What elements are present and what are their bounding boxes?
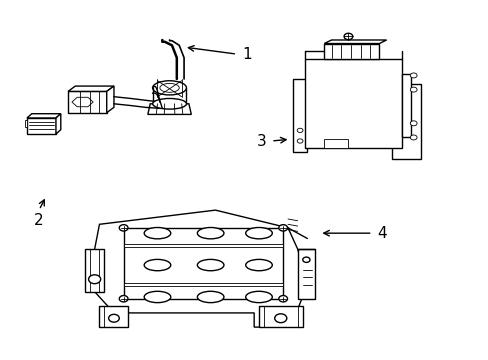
Ellipse shape (197, 291, 224, 303)
Text: 2: 2 (34, 213, 44, 228)
Polygon shape (68, 86, 114, 91)
Polygon shape (297, 249, 314, 299)
Ellipse shape (245, 228, 272, 239)
Ellipse shape (409, 135, 416, 140)
Ellipse shape (409, 87, 416, 92)
Ellipse shape (245, 260, 272, 271)
Ellipse shape (297, 128, 303, 132)
Ellipse shape (302, 257, 309, 262)
Polygon shape (391, 84, 420, 159)
Ellipse shape (119, 296, 128, 302)
Text: 4: 4 (377, 226, 386, 241)
Polygon shape (27, 118, 56, 134)
Ellipse shape (144, 228, 170, 239)
Polygon shape (324, 139, 348, 148)
Polygon shape (123, 283, 283, 286)
Ellipse shape (144, 260, 170, 271)
Ellipse shape (160, 84, 179, 92)
Ellipse shape (278, 225, 287, 231)
Polygon shape (99, 306, 128, 327)
Ellipse shape (278, 296, 287, 302)
Polygon shape (147, 104, 191, 114)
Polygon shape (68, 91, 106, 113)
Polygon shape (24, 120, 27, 127)
Ellipse shape (152, 99, 186, 109)
Polygon shape (85, 249, 104, 292)
Text: 3: 3 (256, 134, 266, 149)
Ellipse shape (409, 73, 416, 78)
Ellipse shape (297, 139, 303, 143)
Polygon shape (72, 97, 93, 107)
Ellipse shape (197, 228, 224, 239)
Ellipse shape (274, 314, 286, 323)
Polygon shape (95, 210, 307, 327)
Ellipse shape (197, 260, 224, 271)
Ellipse shape (344, 33, 352, 40)
Polygon shape (123, 228, 283, 299)
Polygon shape (401, 74, 410, 138)
Polygon shape (123, 244, 283, 247)
Polygon shape (56, 114, 61, 134)
Ellipse shape (88, 275, 101, 284)
Ellipse shape (245, 291, 272, 303)
Polygon shape (324, 40, 386, 44)
Polygon shape (324, 44, 379, 59)
Ellipse shape (119, 225, 128, 231)
Polygon shape (27, 114, 61, 118)
Ellipse shape (152, 81, 186, 95)
Polygon shape (292, 79, 307, 152)
Ellipse shape (144, 291, 170, 303)
Polygon shape (259, 306, 302, 327)
Ellipse shape (108, 314, 119, 322)
Polygon shape (305, 59, 401, 148)
Polygon shape (106, 86, 114, 113)
Ellipse shape (409, 121, 416, 126)
Text: 1: 1 (242, 47, 251, 62)
